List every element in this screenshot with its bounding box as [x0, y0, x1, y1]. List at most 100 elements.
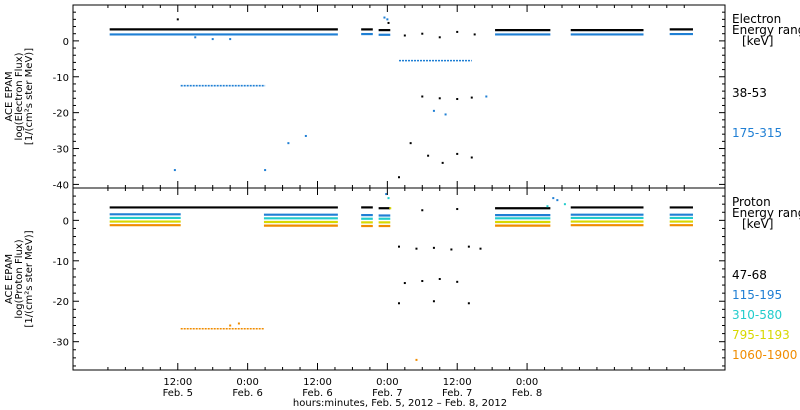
proton-panel: 0 -10 -20 -30 ACE EPAM log(Proton Flux) [1/(cm…: [4, 187, 800, 371]
data-point: [398, 245, 400, 248]
x-tick-sublabel: Feb. 5: [163, 388, 193, 399]
proton-y-tick-label: -10: [53, 257, 69, 268]
electron-legend-title: Energy ranges: [732, 23, 800, 37]
data-point: [176, 18, 179, 21]
data-point: [229, 324, 232, 327]
data-point: [456, 30, 459, 33]
electron-y-tick-label: -20: [53, 109, 69, 120]
legend-entry-115-195: 115-195: [732, 288, 782, 302]
x-tick-sublabel: Feb. 6: [232, 388, 262, 399]
x-axis-label: hours:minutes, Feb. 5, 2012 – Feb. 8, 20…: [293, 398, 507, 409]
series-47-68: [109, 206, 693, 305]
data-point: [237, 322, 240, 325]
data-point: [432, 109, 435, 112]
data-point: [194, 36, 197, 39]
proton-y-tick-label: 0: [63, 216, 69, 227]
data-point: [441, 161, 444, 164]
data-point: [470, 96, 473, 99]
data-point: [229, 38, 232, 41]
proton-legend-title: Energy ranges: [732, 206, 800, 220]
data-point: [387, 21, 390, 24]
data-point: [211, 38, 214, 41]
x-tick-sublabel: Feb. 8: [512, 388, 542, 399]
legend-entry-47-68: 47-68: [732, 268, 767, 282]
legend-entry-175-315: 175-315: [732, 126, 782, 140]
proton-y-tick-label: -20: [53, 297, 69, 308]
proton-y-axis-label: [1/(cm²s ster MeV)]: [24, 230, 35, 327]
electron-y-tick-label: -40: [53, 180, 69, 191]
electron-y-tick-label: -30: [53, 145, 69, 156]
x-tick-label: 0:00: [516, 377, 538, 388]
data-point: [432, 300, 435, 303]
data-point: [438, 278, 441, 280]
data-point: [398, 176, 400, 179]
data-point: [546, 205, 549, 208]
data-point: [444, 113, 447, 116]
legend-entry-310-580: 310-580: [732, 308, 782, 322]
proton-y-tick-label: -30: [53, 338, 69, 349]
data-point: [470, 156, 473, 159]
series-175-315: [109, 16, 693, 172]
electron-y-axis-label: log(Electron Flux): [14, 52, 25, 140]
data-point: [403, 282, 406, 285]
proton-legend-title: [keV]: [742, 217, 773, 231]
data-point: [385, 193, 388, 196]
series-38-53: [109, 18, 693, 179]
x-tick-label: 0:00: [236, 377, 258, 388]
data-point: [398, 302, 400, 305]
data-point: [552, 197, 555, 200]
data-point: [563, 203, 566, 206]
data-point: [556, 199, 559, 202]
x-tick-sublabel: Feb. 6: [302, 388, 332, 399]
data-point: [479, 247, 482, 250]
electron-y-tick-label: -10: [53, 73, 69, 84]
data-point: [421, 95, 424, 98]
data-point: [173, 169, 176, 172]
x-tick-sublabel: Feb. 7: [372, 388, 402, 399]
series-795-1193: [109, 207, 693, 224]
data-point: [403, 34, 406, 37]
proton-legend-title: Proton: [732, 195, 771, 209]
data-point: [409, 142, 412, 145]
data-point: [421, 209, 424, 212]
data-point: [427, 154, 430, 157]
x-tick-label: 0:00: [376, 377, 398, 388]
legend-entry-1060-1900: 1060-1900: [732, 348, 797, 362]
data-point: [456, 280, 459, 283]
electron-y-axis-label: ACE EPAM: [4, 71, 15, 121]
data-point: [264, 169, 267, 172]
data-point: [456, 152, 459, 155]
x-tick-label: 12:00: [163, 377, 192, 388]
x-tick-label: 12:00: [443, 377, 472, 388]
electron-y-tick-label: 0: [63, 37, 69, 48]
electron-plot-frame: [72, 4, 726, 189]
data-point: [287, 142, 290, 145]
data-point: [456, 98, 459, 101]
data-point: [383, 16, 386, 19]
data-point: [386, 18, 389, 21]
data-point: [485, 95, 488, 98]
data-point: [438, 36, 441, 39]
proton-plot-frame: [72, 187, 726, 371]
data-point: [421, 280, 424, 283]
x-tick-sublabel: Feb. 7: [442, 388, 472, 399]
proton-y-axis-label: log(Proton Flux): [14, 239, 25, 318]
electron-legend-title: [keV]: [742, 34, 773, 48]
data-point: [473, 33, 476, 36]
data-point: [415, 247, 418, 250]
electron-panel: 0 -10 -20 -30 -40 ACE EPAM log(Electron Flux) […: [4, 4, 800, 191]
data-point: [456, 208, 459, 211]
series-310-580: [109, 197, 693, 220]
data-point: [389, 207, 392, 210]
proton-y-axis-label: ACE EPAM: [4, 254, 15, 304]
data-point: [421, 32, 424, 35]
data-point: [438, 97, 441, 100]
x-tick-label: 12:00: [303, 377, 332, 388]
data-point: [450, 248, 453, 251]
data-point: [387, 197, 390, 200]
data-point: [415, 358, 418, 361]
data-point: [304, 134, 307, 137]
series-1060-1900: [109, 224, 693, 361]
legend-entry-795-1193: 795-1193: [732, 328, 790, 342]
